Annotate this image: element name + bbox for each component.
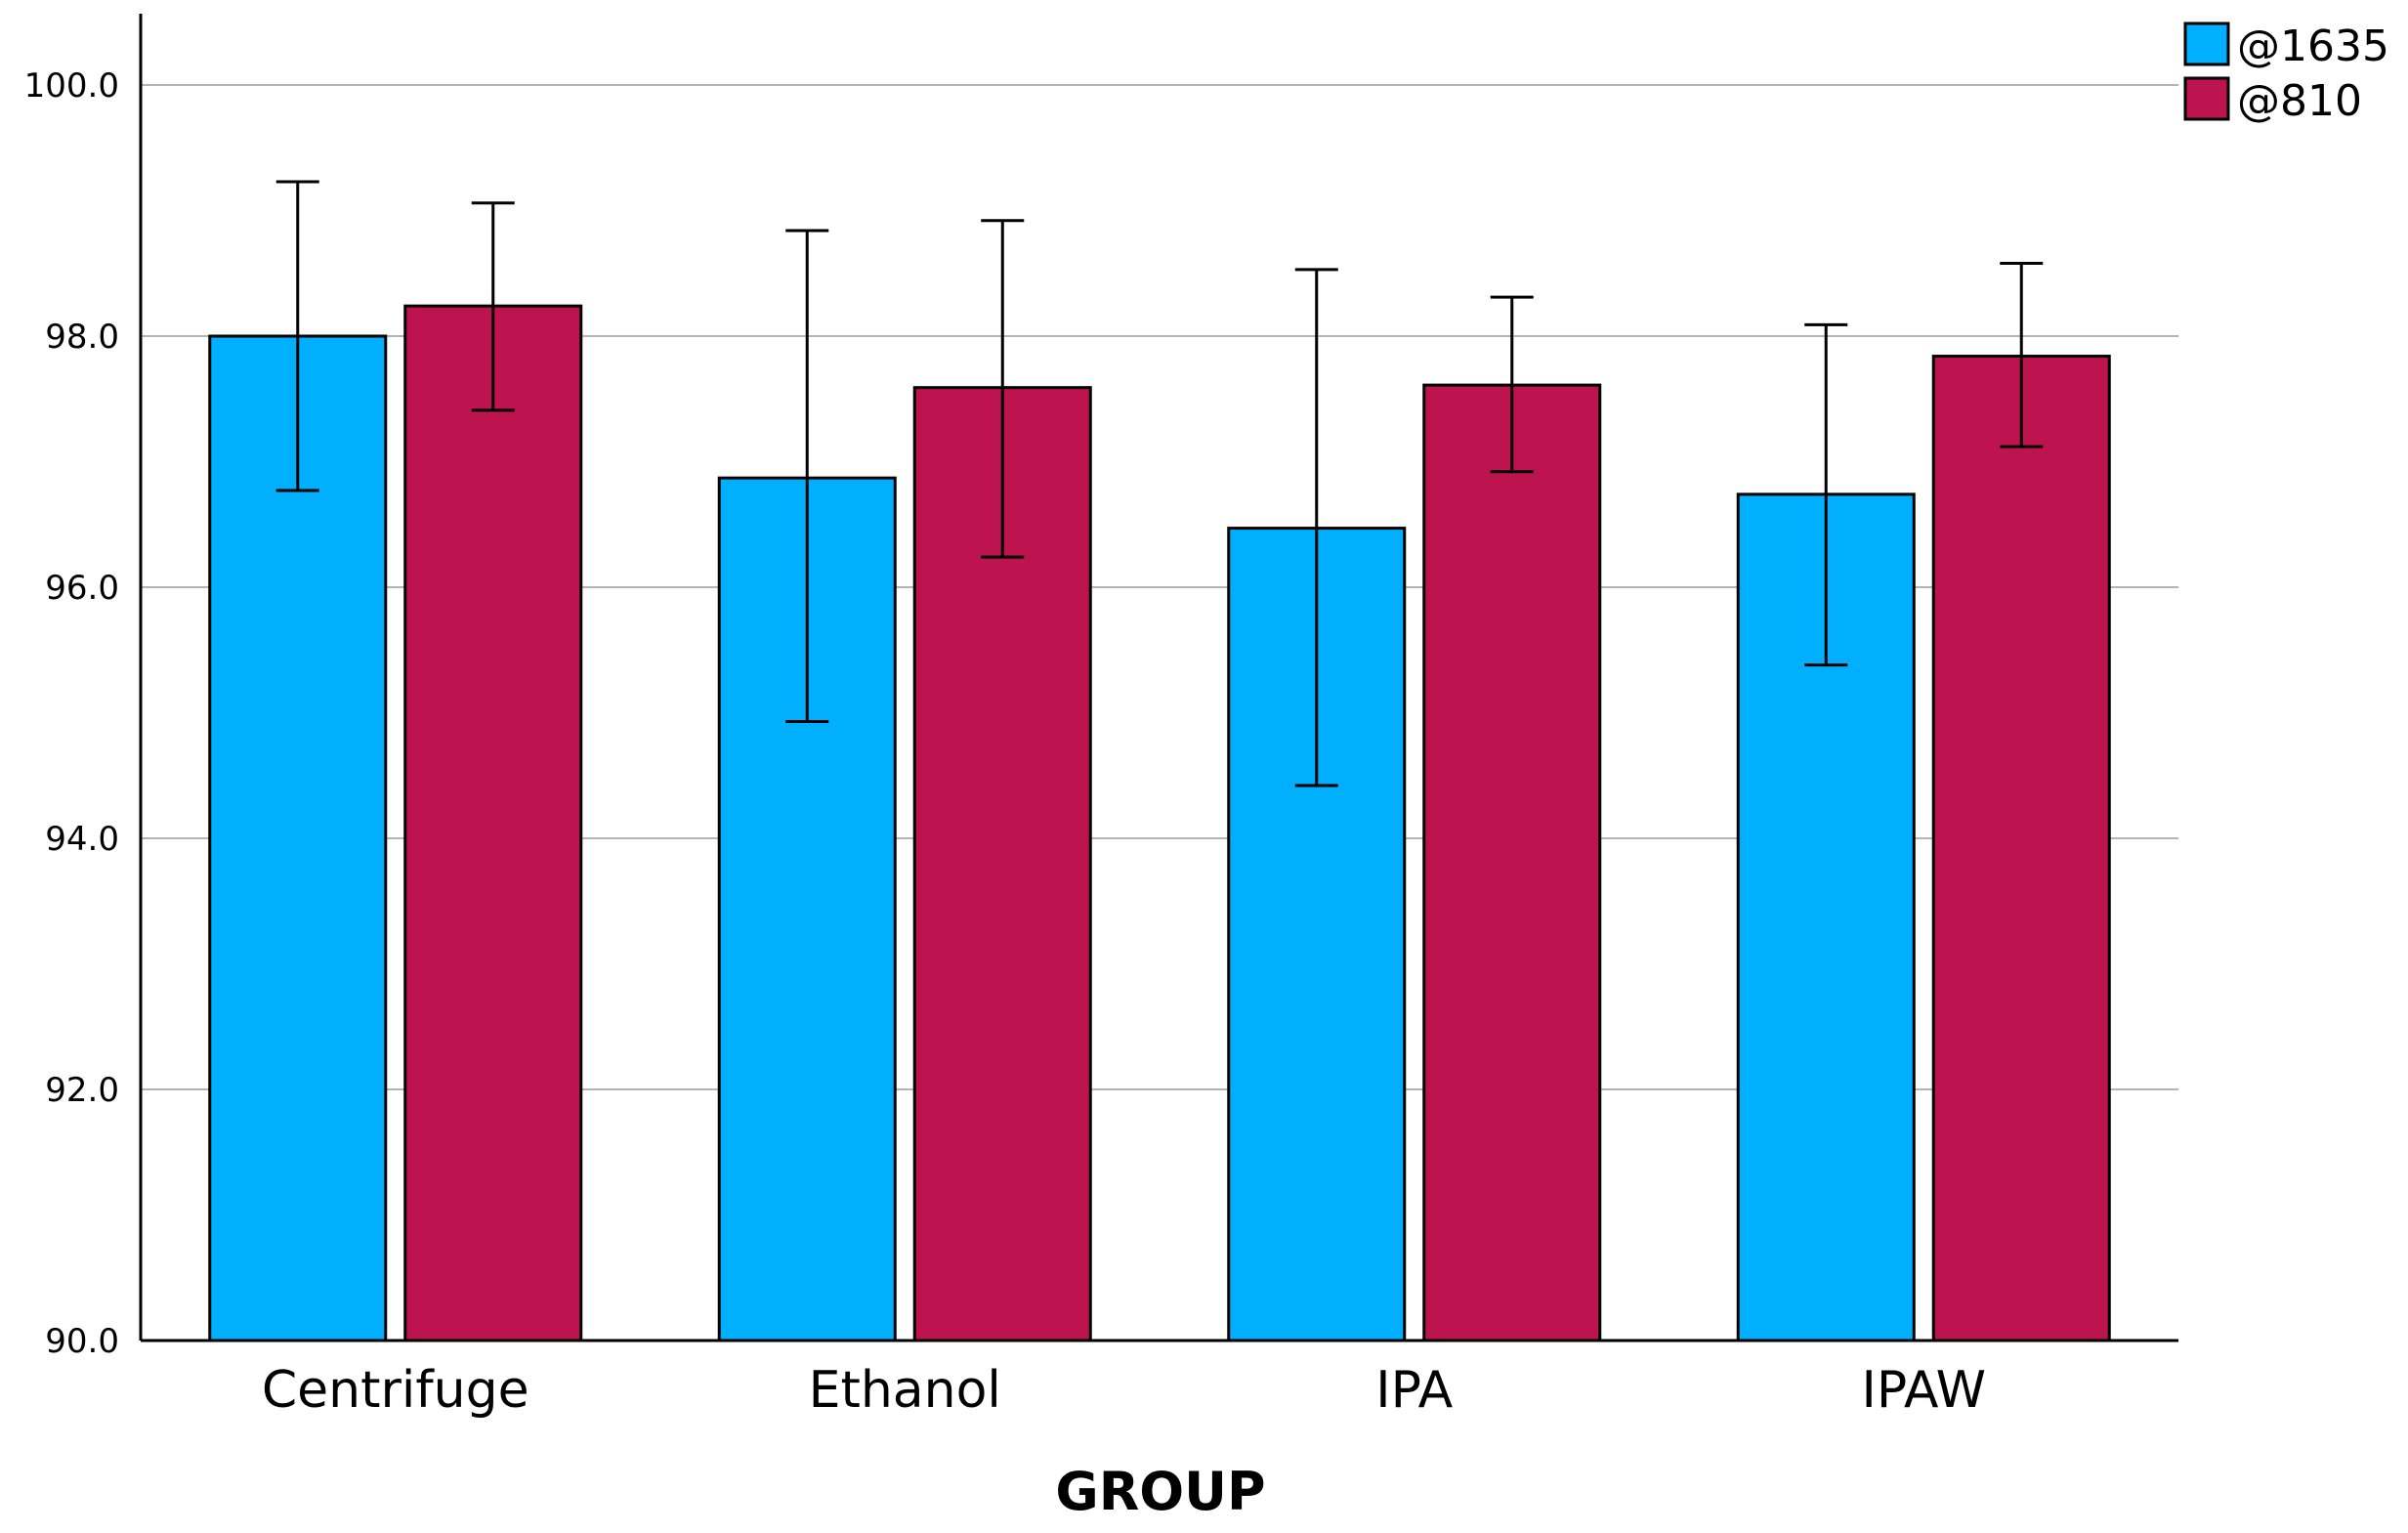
y-tick-label: 96.0 bbox=[45, 569, 119, 608]
axes bbox=[139, 14, 2178, 1342]
bars bbox=[208, 304, 2111, 1342]
x-category-label: Ethanol bbox=[809, 1361, 1001, 1420]
y-tick-label: 94.0 bbox=[45, 820, 119, 859]
x-category-label: IPAW bbox=[1861, 1361, 1986, 1420]
error-bars bbox=[275, 180, 2044, 788]
y-tick-label: 92.0 bbox=[45, 1071, 119, 1110]
bar-at810-ipaw bbox=[1931, 355, 2111, 1342]
y-tick-label: 90.0 bbox=[45, 1322, 119, 1361]
legend: @1635@810 bbox=[2183, 21, 2389, 126]
bar-at810-ipa bbox=[1422, 383, 1602, 1342]
y-tick-label: 98.0 bbox=[45, 318, 119, 357]
legend-swatch bbox=[2183, 21, 2230, 66]
x-category-label: Centrifuge bbox=[262, 1361, 529, 1420]
legend-label: @810 bbox=[2237, 76, 2362, 126]
legend-swatch bbox=[2183, 76, 2230, 121]
y-tick-label: 100.0 bbox=[24, 66, 119, 106]
bar-at810-centrifuge bbox=[403, 304, 583, 1342]
legend-label: @1635 bbox=[2237, 21, 2389, 71]
bar-at1635-centrifuge bbox=[208, 334, 388, 1342]
labels: GROUP 90.0 92.0 94.0 96.0 98.0 100.0 Centrifug… bbox=[24, 66, 1986, 1522]
x-category-label: IPA bbox=[1375, 1361, 1453, 1420]
x-axis-title: GROUP bbox=[1055, 1461, 1265, 1522]
